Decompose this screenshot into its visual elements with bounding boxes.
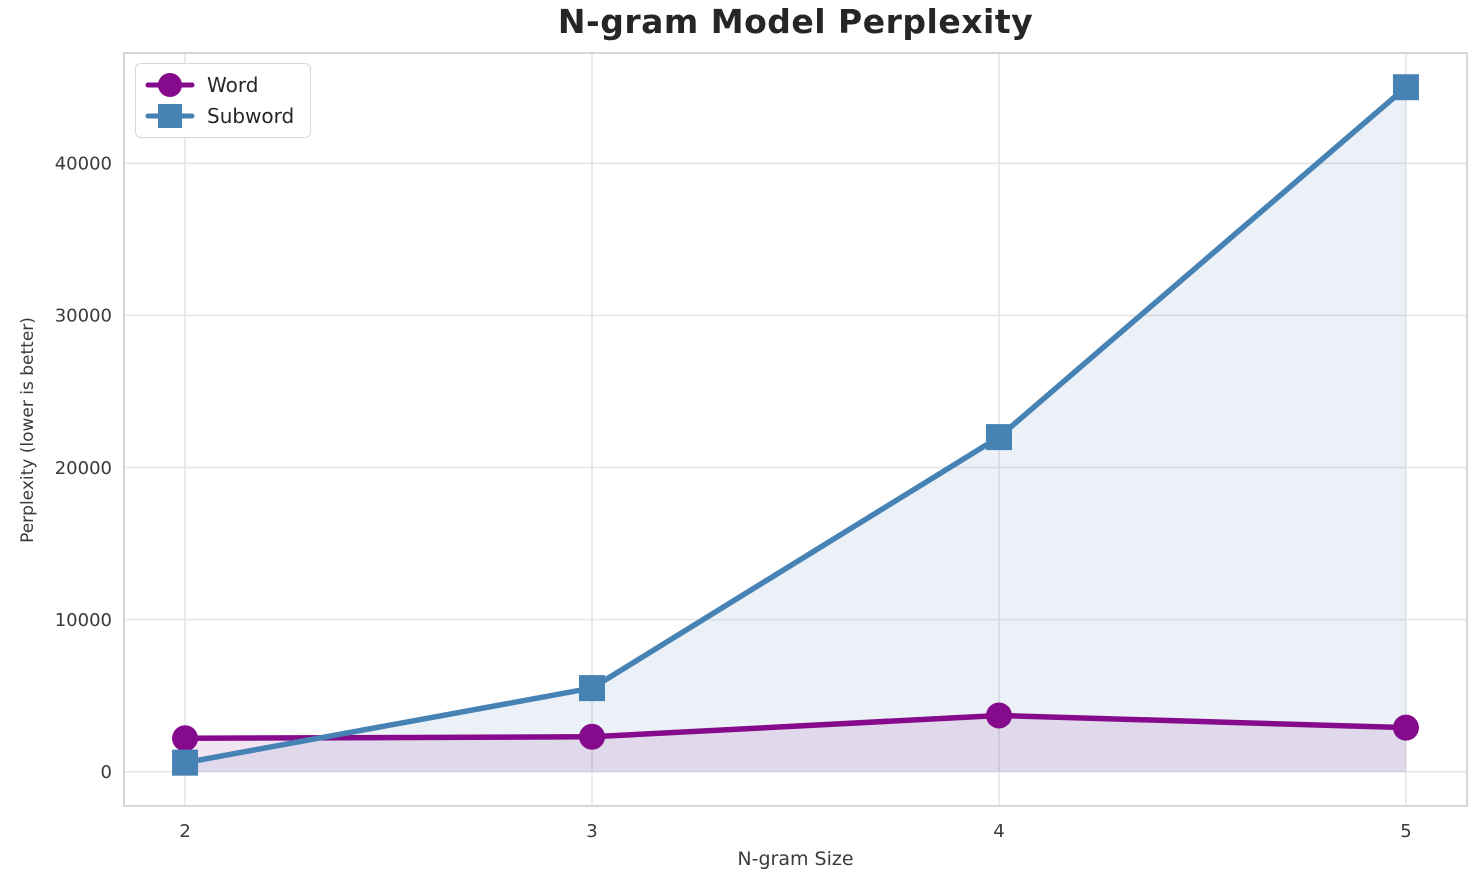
x-axis-label: N-gram Size xyxy=(737,848,854,870)
x-tick-label: 4 xyxy=(993,821,1004,842)
y-tick-label: 20000 xyxy=(55,458,112,479)
word-series-marker-icon xyxy=(145,71,195,99)
subword-data-point[interactable] xyxy=(172,749,199,776)
word-data-point[interactable] xyxy=(1392,714,1419,741)
chart-title: N-gram Model Perplexity xyxy=(557,2,1034,41)
legend: Word Subword xyxy=(135,63,312,138)
legend-item-word[interactable]: Word xyxy=(145,71,294,99)
y-tick-label: 40000 xyxy=(55,154,112,175)
subword-series-marker-icon xyxy=(145,102,195,130)
legend-label-subword: Subword xyxy=(207,104,295,128)
x-tick-label: 3 xyxy=(586,821,597,842)
subword-data-point[interactable] xyxy=(1392,74,1419,101)
x-tick-label: 2 xyxy=(179,821,190,842)
x-tick-label: 5 xyxy=(1400,821,1411,842)
legend-item-subword[interactable]: Subword xyxy=(145,102,294,130)
y-axis-label: Perplexity (lower is better) xyxy=(18,317,38,543)
y-tick-label: 30000 xyxy=(55,306,112,327)
y-tick-label: 10000 xyxy=(55,610,112,631)
word-data-point[interactable] xyxy=(985,702,1012,729)
y-tick-label: 0 xyxy=(101,762,112,783)
word-series-line xyxy=(182,712,1409,742)
subword-area-fill xyxy=(185,87,1406,772)
word-area-fill xyxy=(185,715,1406,772)
legend-label-word: Word xyxy=(207,73,259,97)
word-data-point[interactable] xyxy=(172,725,199,752)
subword-data-point[interactable] xyxy=(579,675,606,702)
word-data-point[interactable] xyxy=(579,723,606,750)
subword-data-point[interactable] xyxy=(985,424,1012,451)
subword-series-line xyxy=(182,84,1409,766)
plot-border xyxy=(123,52,1468,807)
